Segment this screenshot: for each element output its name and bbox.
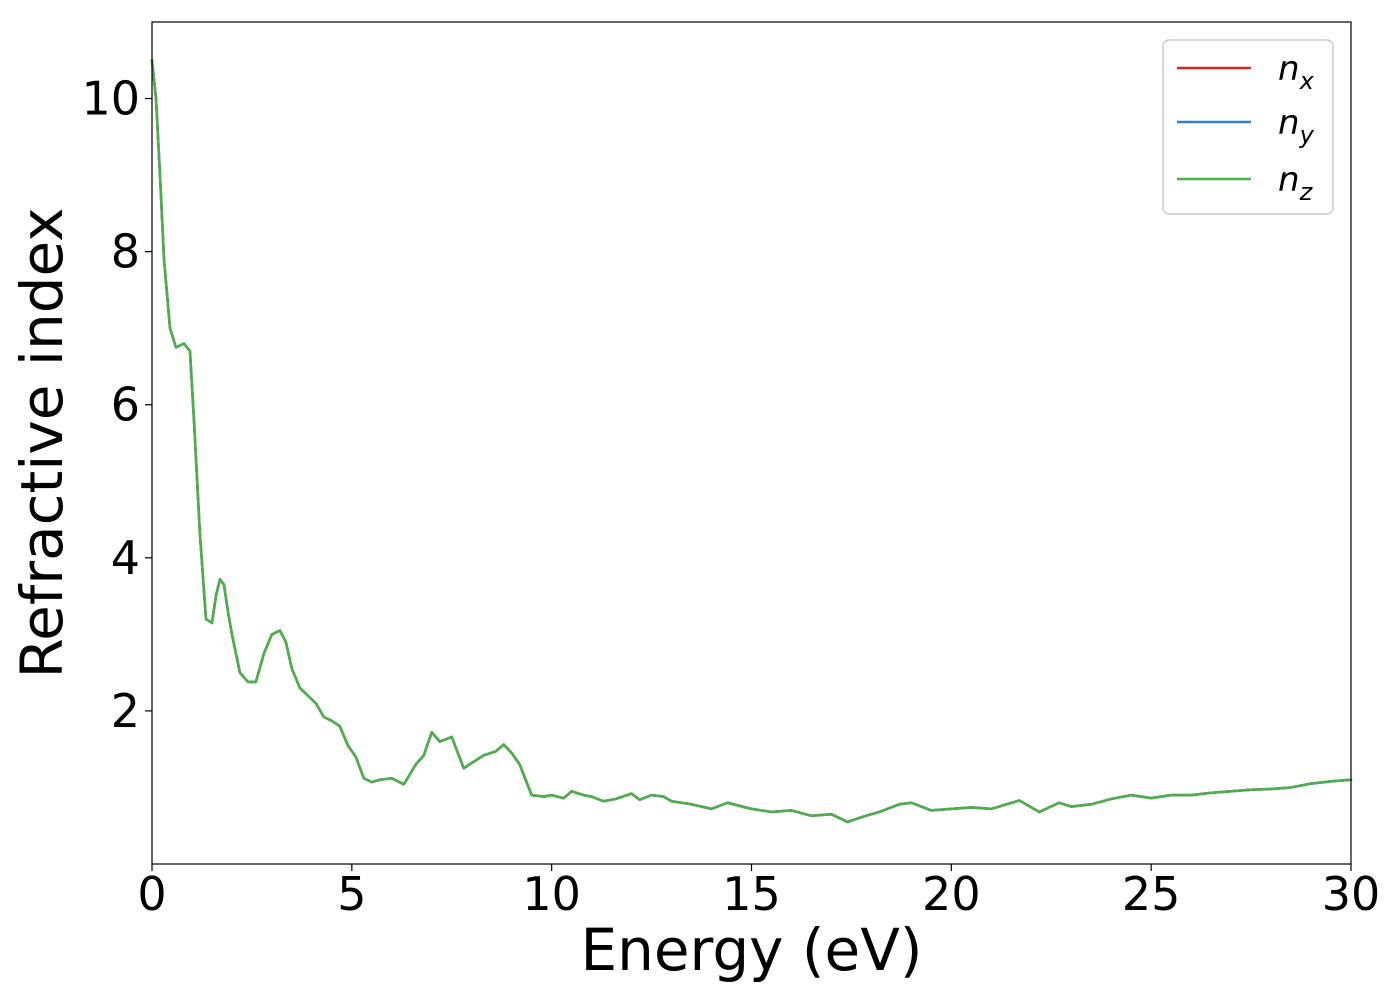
y-tick-label: 10 [81, 72, 140, 126]
x-tick-label: 5 [337, 867, 366, 921]
x-tick-label: 10 [522, 867, 581, 921]
axis-ticks: 0 5 10 15 20 25 30 2 4 6 8 10 [81, 72, 1380, 921]
x-axis-label: Energy (eV) [580, 916, 922, 984]
y-tick-label: 2 [111, 684, 140, 738]
legend-label-z: nz [1278, 160, 1314, 206]
y-tick-label: 8 [111, 225, 140, 279]
legend-entries: nx ny nz [1177, 49, 1315, 206]
series-line-z [150, 59, 1353, 824]
x-tick-label: 15 [722, 867, 781, 921]
legend-label-y: ny [1278, 103, 1315, 149]
legend: nx ny nz [1162, 39, 1334, 215]
legend-label-x: nx [1278, 49, 1315, 95]
x-tick-label: 30 [1322, 867, 1381, 921]
x-tick-label: 20 [922, 867, 981, 921]
series-layer [150, 59, 1353, 824]
y-tick-label: 6 [111, 378, 140, 432]
x-tick-label: 0 [137, 867, 166, 921]
x-tick-label: 25 [1122, 867, 1181, 921]
y-tick-label: 4 [111, 531, 140, 585]
legend-box [1162, 39, 1334, 215]
y-axis-label: Refractive index [8, 207, 76, 678]
